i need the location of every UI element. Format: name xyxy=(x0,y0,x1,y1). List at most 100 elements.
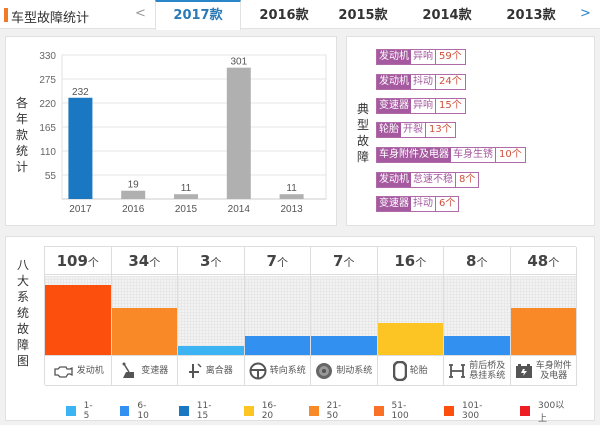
tab-2013[interactable]: 2013款 xyxy=(506,8,556,23)
count-value: 7 xyxy=(266,252,277,270)
fault-symptom: 抖动 xyxy=(411,197,436,211)
system-column[interactable]: 8个 前后桥及 悬挂系统 xyxy=(444,247,511,386)
system-bar-area xyxy=(510,276,576,355)
system-label: 离合器 xyxy=(178,355,244,386)
system-bar xyxy=(45,285,111,355)
side-char: 统 xyxy=(15,144,28,158)
system-bar xyxy=(311,336,377,355)
count-value: 34 xyxy=(128,252,150,270)
legend-label: 1-5 xyxy=(83,401,93,421)
system-count: 7个 xyxy=(244,247,310,275)
system-bar xyxy=(111,308,177,355)
x-tick-label: 2016 xyxy=(122,204,145,215)
count-value: 7 xyxy=(333,252,344,270)
fault-symptom: 异响 xyxy=(411,99,436,113)
system-column[interactable]: 48个 车身附件 及电器 xyxy=(510,247,577,386)
y-tick-label: 110 xyxy=(40,147,56,158)
legend-swatch xyxy=(179,406,189,416)
side-char: 典 xyxy=(356,102,369,116)
eight-systems-panel: 八 大 系 统 故 障 图 109个 发动机 34个 变速器 3个 离合器 7个 转向系统 7个… xyxy=(5,236,595,424)
legend-swatch xyxy=(244,406,254,416)
header-bar: 车型故障统计 < 2017款 2016款 2015款 2014款 2013款 > xyxy=(0,0,600,30)
count-value: 109 xyxy=(56,252,88,270)
tab-2014[interactable]: 2014款 xyxy=(422,8,472,23)
legend-label: 16-20 xyxy=(261,401,277,421)
side-char: 年 xyxy=(15,112,28,126)
system-column[interactable]: 7个 制动系统 xyxy=(311,247,378,386)
system-bar-area xyxy=(444,276,510,355)
tab-2015[interactable]: 2015款 xyxy=(338,8,388,23)
tab-2017[interactable]: 2017款 xyxy=(155,0,241,30)
fault-symptom: 抖动 xyxy=(411,75,436,89)
fault-category: 发动机 xyxy=(377,173,411,187)
system-label: 制动系统 xyxy=(311,355,377,386)
fault-symptom: 开裂 xyxy=(401,123,426,137)
typical-fault-tag[interactable]: 变速器 异响 15个 xyxy=(376,98,466,114)
typical-fault-tag[interactable]: 变速器 抖动 6个 xyxy=(376,196,460,212)
typical-fault-tag[interactable]: 车身附件及电器 车身生锈 10个 xyxy=(376,147,526,163)
side-char: 障 xyxy=(16,338,29,352)
system-name-line: 悬挂系统 xyxy=(469,370,506,381)
x-tick-label: 2013 xyxy=(280,204,303,215)
prev-arrow-icon[interactable]: < xyxy=(135,6,146,21)
fault-count: 24个 xyxy=(436,75,465,89)
system-column[interactable]: 7个 转向系统 xyxy=(244,247,311,386)
fault-count: 8个 xyxy=(456,173,479,187)
count-value: 48 xyxy=(527,252,549,270)
fault-category: 发动机 xyxy=(377,50,411,64)
system-name: 制动系统 xyxy=(336,365,373,376)
typical-fault-tag[interactable]: 轮胎 开裂 13个 xyxy=(376,122,456,138)
typical-faults-panel: 典 型 故 障 发动机 异响 59个 发动机 抖动 24个 变速器 异响 15个 轮胎 开裂 13个车… xyxy=(346,36,595,226)
system-label: 前后桥及 悬挂系统 xyxy=(444,355,510,386)
count-unit: 个 xyxy=(415,256,427,269)
bar-2017 xyxy=(68,97,93,199)
year-bar-chart: 55 110 165 220 275 330 232 2017 19 2016 11 2015 301 2… xyxy=(39,51,327,215)
fault-count: 15个 xyxy=(436,99,465,113)
count-unit: 个 xyxy=(548,256,560,269)
side-char: 障 xyxy=(356,150,369,164)
bar-2015 xyxy=(174,194,198,199)
side-char: 款 xyxy=(15,128,28,142)
bar-value-label: 19 xyxy=(128,180,140,191)
fault-category: 变速器 xyxy=(377,99,411,113)
bar-value-label: 232 xyxy=(72,87,89,98)
system-bar xyxy=(510,308,576,355)
typical-fault-tag[interactable]: 发动机 怠速不稳 8个 xyxy=(376,172,480,188)
typical-side-label: 典 型 故 障 xyxy=(356,101,370,165)
typical-fault-tag[interactable]: 发动机 异响 59个 xyxy=(376,49,466,65)
side-char: 统 xyxy=(16,306,29,320)
next-arrow-icon[interactable]: > xyxy=(580,6,591,21)
x-tick-label: 2015 xyxy=(175,204,198,215)
year-side-label: 各 年 款 统 计 xyxy=(15,95,29,175)
system-name-line: 前后桥及 xyxy=(469,360,506,371)
system-name: 离合器 xyxy=(205,365,233,376)
fault-category: 发动机 xyxy=(377,75,411,89)
system-bar-area xyxy=(311,276,377,355)
gear-shift-icon xyxy=(120,362,141,380)
brake-disc-icon xyxy=(315,362,336,380)
legend-label: 51-100 xyxy=(391,401,409,421)
bar-2013 xyxy=(279,194,304,199)
y-tick-label: 165 xyxy=(39,123,56,134)
system-name: 变速器 xyxy=(141,365,169,376)
x-tick-label: 2017 xyxy=(69,204,92,215)
count-unit: 个 xyxy=(149,256,161,269)
system-column[interactable]: 16个 轮胎 xyxy=(377,247,444,386)
y-tick-label: 220 xyxy=(39,99,56,110)
fault-category: 变速器 xyxy=(377,197,411,211)
legend-label: 101-300 xyxy=(461,401,483,421)
system-bar xyxy=(244,336,310,355)
system-column[interactable]: 109个 发动机 xyxy=(45,247,112,386)
system-label: 变速器 xyxy=(111,355,177,386)
system-column[interactable]: 34个变速器 xyxy=(111,247,178,386)
systems-side-label: 八 大 系 统 故 障 图 xyxy=(16,257,30,369)
system-bar-area xyxy=(111,276,177,355)
count-unit: 个 xyxy=(210,256,222,269)
tab-2016[interactable]: 2016款 xyxy=(259,8,309,23)
typical-fault-tag[interactable]: 发动机 抖动 24个 xyxy=(376,74,466,90)
system-column[interactable]: 3个 离合器 xyxy=(178,247,245,386)
legend-item: 300以上 xyxy=(520,398,572,424)
year-stats-panel: 各 年 款 统 计 55 110 165 220 275 330 232 2017 19 2016… xyxy=(5,36,337,226)
y-tick-label: 330 xyxy=(39,51,56,62)
side-char: 图 xyxy=(16,354,29,368)
